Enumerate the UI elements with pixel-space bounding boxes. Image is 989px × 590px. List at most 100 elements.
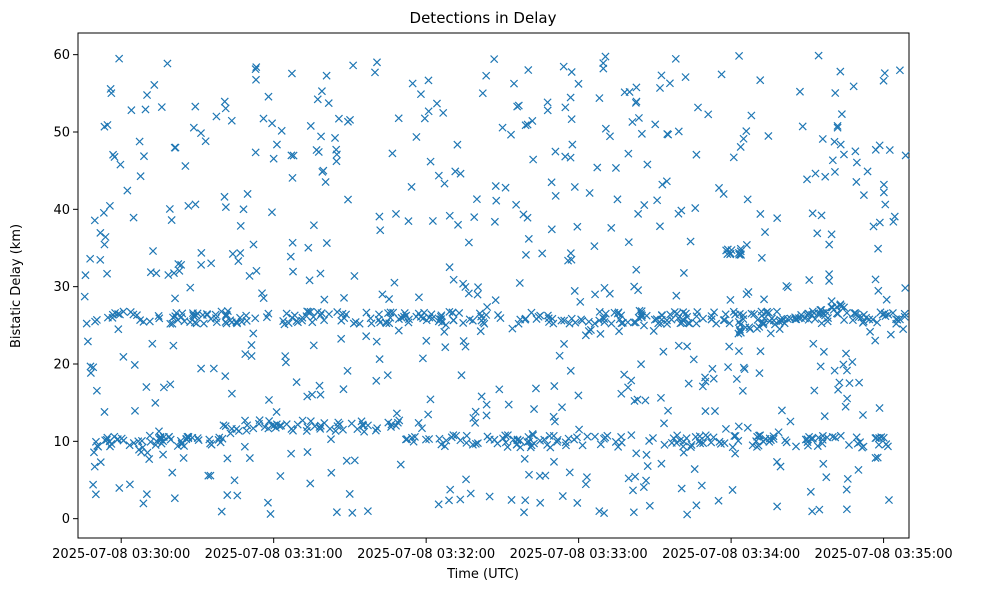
data-point — [696, 439, 705, 448]
data-point — [574, 391, 583, 400]
data-point — [151, 440, 160, 450]
data-point — [139, 499, 148, 508]
data-point — [529, 439, 539, 448]
data-point — [168, 319, 177, 328]
data-point — [478, 89, 487, 98]
data-point — [151, 398, 160, 407]
data-point — [516, 315, 525, 324]
data-point — [730, 431, 739, 440]
data-point — [183, 432, 192, 441]
data-point — [551, 191, 560, 200]
data-point — [281, 352, 290, 361]
data-point — [240, 442, 249, 451]
data-point — [814, 433, 823, 442]
data-point — [435, 315, 444, 324]
data-point — [394, 326, 403, 335]
data-point — [819, 347, 828, 356]
data-point — [196, 129, 205, 138]
data-point — [863, 167, 872, 176]
data-point — [614, 308, 623, 317]
data-point — [338, 425, 347, 434]
data-point — [900, 309, 909, 318]
data-point — [648, 433, 657, 443]
data-point — [809, 339, 818, 348]
data-point — [679, 268, 688, 277]
data-point — [170, 494, 179, 503]
data-point — [145, 317, 154, 326]
y-tick-label: 40 — [53, 203, 70, 218]
data-point — [410, 432, 419, 441]
data-point — [102, 435, 111, 444]
data-point — [501, 431, 510, 440]
data-point — [209, 364, 218, 373]
data-point — [462, 431, 471, 440]
data-point — [566, 249, 575, 258]
data-point — [593, 163, 602, 172]
data-point — [550, 382, 559, 391]
data-point — [451, 167, 460, 176]
data-point — [491, 182, 500, 191]
data-point — [509, 79, 519, 88]
data-point — [348, 508, 357, 517]
data-point — [655, 83, 665, 92]
data-point — [777, 406, 786, 415]
data-point — [251, 75, 261, 84]
data-point — [360, 427, 369, 436]
data-point — [170, 143, 179, 152]
data-point — [289, 151, 298, 160]
data-point — [403, 435, 412, 444]
data-point — [339, 385, 348, 394]
data-point — [844, 440, 854, 449]
data-point — [815, 505, 824, 514]
data-point — [288, 238, 297, 247]
data-point — [139, 152, 149, 161]
data-point — [418, 354, 427, 363]
data-point — [795, 87, 804, 96]
data-point — [100, 407, 109, 416]
data-point — [786, 417, 795, 426]
data-point — [755, 322, 764, 331]
data-point — [738, 386, 747, 395]
data-point — [697, 481, 706, 490]
data-point — [227, 389, 236, 398]
data-point — [901, 284, 910, 293]
data-point — [96, 255, 105, 264]
data-point — [288, 426, 297, 435]
data-point — [534, 312, 543, 321]
data-point — [859, 191, 868, 200]
data-point — [570, 182, 579, 192]
data-point — [637, 129, 646, 138]
data-point — [164, 271, 173, 280]
data-point — [607, 223, 616, 232]
data-point — [611, 163, 620, 172]
data-point — [873, 453, 882, 462]
data-point — [390, 278, 399, 287]
data-point — [446, 485, 455, 494]
data-point — [482, 71, 491, 80]
plot-frame — [77, 32, 910, 539]
data-point — [512, 200, 521, 209]
data-point — [899, 325, 908, 334]
data-point — [507, 495, 516, 504]
data-point — [674, 341, 683, 350]
data-point — [103, 269, 112, 278]
data-point — [655, 222, 664, 231]
data-point — [306, 121, 315, 130]
data-point — [766, 329, 775, 338]
data-point — [753, 315, 762, 324]
data-point — [561, 103, 570, 112]
data-point — [764, 131, 773, 141]
data-point — [264, 395, 273, 405]
data-point — [141, 105, 150, 114]
data-point — [707, 312, 716, 321]
data-point — [173, 315, 182, 324]
data-point — [679, 442, 688, 451]
data-point — [494, 311, 503, 320]
data-point — [217, 507, 226, 516]
data-point — [617, 389, 626, 398]
data-point — [386, 308, 395, 317]
data-point — [558, 492, 567, 501]
data-point — [469, 413, 478, 423]
data-point — [452, 431, 461, 440]
data-point — [426, 395, 435, 404]
